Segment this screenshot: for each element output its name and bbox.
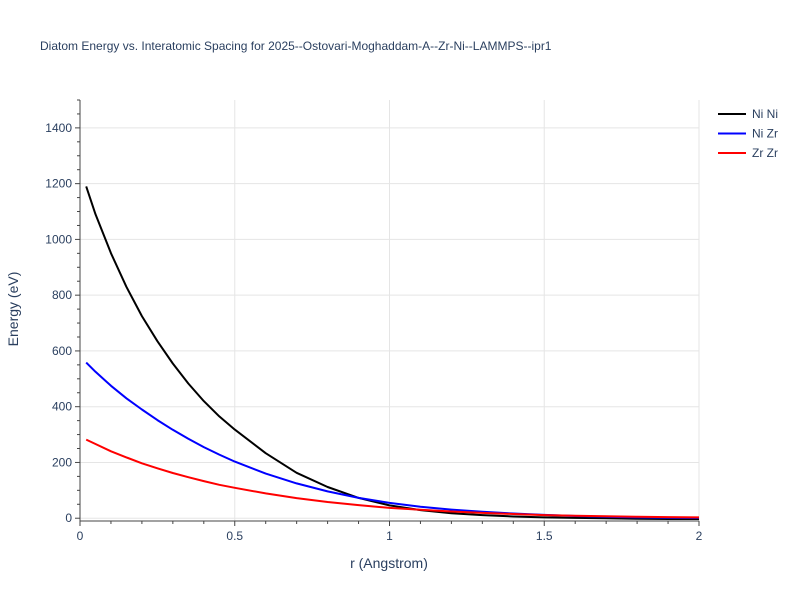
y-tick-label: 0 — [65, 511, 72, 525]
legend[interactable]: Ni Ni Ni Zr Zr Zr — [718, 107, 778, 160]
legend-item-ni-zr[interactable]: Ni Zr — [718, 127, 778, 141]
chart-title: Diatom Energy vs. Interatomic Spacing fo… — [40, 39, 552, 53]
gridlines — [79, 100, 700, 521]
y-axis-label: Energy (eV) — [5, 272, 21, 347]
x-axis-label: r (Angstrom) — [350, 555, 428, 571]
legend-item-ni-ni[interactable]: Ni Ni — [718, 107, 778, 121]
legend-label: Ni Zr — [752, 127, 778, 141]
legend-item-zr-zr[interactable]: Zr Zr — [718, 146, 778, 160]
series-line-zr-zr — [85, 438, 700, 519]
y-tick-label: 1400 — [45, 121, 72, 135]
y-tick-label: 400 — [52, 400, 72, 414]
y-tick-label: 800 — [52, 288, 72, 302]
x-tick-label: 2 — [696, 529, 703, 543]
x-tick-label: 1.5 — [536, 529, 553, 543]
legend-label: Ni Ni — [752, 107, 778, 121]
y-tick-label: 1200 — [45, 177, 72, 191]
y-tick-label: 600 — [52, 344, 72, 358]
x-tick-label: 0 — [77, 529, 84, 543]
axes: 0 0.5 1 1.5 2 0 200 400 600 800 1000 1200 1400 — [45, 99, 703, 543]
y-tick-label: 200 — [52, 455, 72, 469]
x-tick-label: 1 — [386, 529, 393, 543]
series-lines — [85, 186, 700, 520]
x-tick-label: 0.5 — [226, 529, 243, 543]
y-tick-label: 1000 — [45, 232, 72, 246]
series-line-ni-ni — [85, 186, 699, 520]
legend-label: Zr Zr — [752, 146, 778, 160]
